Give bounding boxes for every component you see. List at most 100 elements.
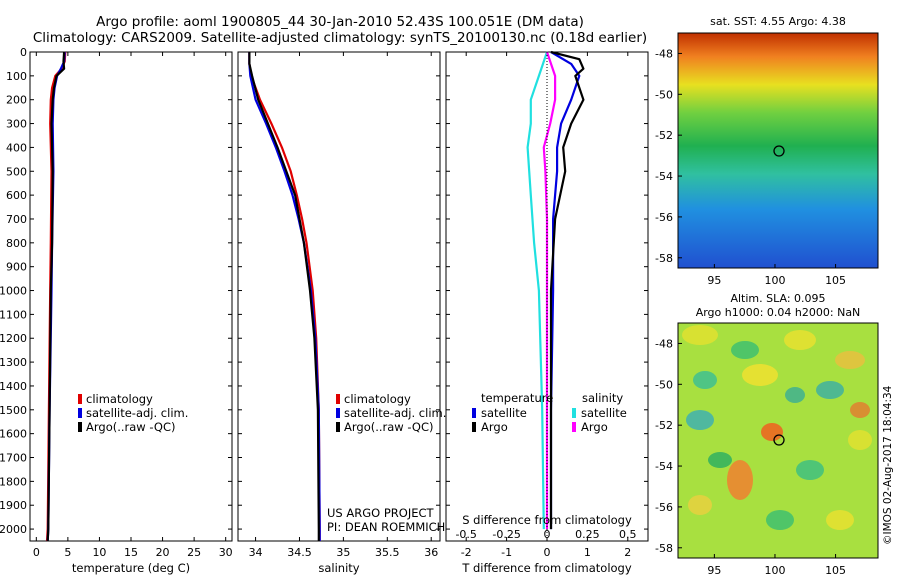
depth-tick-label: 300 — [6, 118, 27, 131]
sla-anomaly-patch — [784, 330, 816, 350]
top-tick-label: 0 — [544, 528, 551, 541]
sla-map-title-2: Argo h1000: 0.04 h2000: NaN — [696, 306, 861, 319]
x-tick-label: 36 — [424, 546, 438, 559]
map-lon-tick-label: 100 — [764, 274, 785, 287]
map-lat-tick-label: -52 — [655, 419, 673, 432]
top-tick-label: 0.25 — [575, 528, 600, 541]
top-tick-label: -0.25 — [492, 528, 520, 541]
legend-label: satellite-adj. clim. — [344, 406, 446, 420]
sst-map — [678, 33, 878, 268]
map-lon-tick-label: 100 — [764, 564, 785, 577]
sst-argo-location-marker — [773, 145, 785, 157]
x-tick-label: 30 — [219, 546, 233, 559]
map-lat-tick-label: -48 — [655, 337, 673, 350]
legend-swatch — [572, 422, 576, 432]
depth-tick-label: 1900 — [0, 499, 27, 512]
map-lat-tick-label: -56 — [655, 211, 673, 224]
legend-swatch — [336, 408, 340, 418]
legend-label: Argo — [581, 420, 608, 434]
sla-anomaly-patch — [835, 351, 865, 369]
sla-anomaly-patch — [688, 495, 712, 515]
x-tick-label: 25 — [187, 546, 201, 559]
sla-anomaly-patch — [850, 402, 870, 418]
series-line — [46, 51, 66, 542]
sla-anomaly-patch — [727, 460, 753, 500]
depth-tick-label: 700 — [6, 213, 27, 226]
x-tick-label: -1 — [501, 546, 512, 559]
map-lat-tick-label: -56 — [655, 501, 673, 514]
x-tick-label: 35 — [336, 546, 350, 559]
legend-swatch — [78, 394, 82, 404]
map-lat-tick-label: -54 — [655, 460, 673, 473]
depth-tick-label: 2000 — [0, 523, 27, 536]
x-axis-label-temp: temperature (deg C) — [72, 561, 190, 575]
map-lat-tick-label: -50 — [655, 378, 673, 391]
sla-anomaly-patch — [796, 460, 824, 480]
legend-swatch — [336, 422, 340, 432]
series-line — [248, 52, 320, 541]
depth-tick-label: 600 — [6, 189, 27, 202]
sst-map-title: sat. SST: 4.55 Argo: 4.38 — [710, 15, 846, 28]
sla-anomaly-patch — [693, 371, 717, 389]
sla-anomaly-patch — [766, 510, 794, 530]
depth-tick-label: 100 — [6, 70, 27, 83]
legend-swatch — [472, 408, 476, 418]
depth-tick-label: 1700 — [0, 452, 27, 465]
legend-label: satellite — [581, 406, 627, 420]
x-tick-label: 1 — [584, 546, 591, 559]
top-tick-label: -0.5 — [455, 528, 476, 541]
x-axis-label-diff: T difference from climatology — [461, 561, 632, 575]
x-tick-label: 34.5 — [287, 546, 312, 559]
map-lon-tick-label: 105 — [825, 564, 846, 577]
map-lon-tick-label: 95 — [707, 564, 721, 577]
project-line2: PI: DEAN ROEMMICH — [327, 520, 445, 534]
imos-watermark: ©IMOS 02-Aug-2017 18:04:34 — [882, 385, 894, 545]
x-tick-label: 0 — [33, 546, 40, 559]
x-tick-label: -2 — [461, 546, 472, 559]
depth-tick-label: 400 — [6, 141, 27, 154]
sla-map-title-1: Altim. SLA: 0.095 — [730, 292, 825, 305]
header-line2: Climatology: CARS2009. Satellite-adjuste… — [32, 30, 648, 46]
x-axis-label-sal: salinity — [318, 561, 359, 575]
legend-swatch — [572, 408, 576, 418]
series-line — [549, 50, 585, 530]
legend-swatch — [336, 394, 340, 404]
map-lat-tick-label: -58 — [655, 252, 673, 265]
depth-tick-label: 1000 — [0, 285, 27, 298]
depth-tick-label: 1300 — [0, 356, 27, 369]
map-lat-tick-label: -48 — [655, 47, 673, 60]
map-lat-tick-label: -50 — [655, 88, 673, 101]
sla-anomaly-patch — [826, 510, 854, 530]
sla-anomaly-patch — [708, 452, 732, 468]
series-line — [542, 51, 557, 530]
legend-label: Argo — [481, 420, 508, 434]
map-lat-tick-label: -52 — [655, 129, 673, 142]
map-lon-tick-label: 105 — [825, 274, 846, 287]
depth-tick-label: 1800 — [0, 475, 27, 488]
x-tick-label: 0 — [544, 546, 551, 559]
depth-tick-label: 1600 — [0, 428, 27, 441]
header-line1: Argo profile: aoml 1900805_44 30-Jan-201… — [96, 14, 584, 30]
x-tick-label: 15 — [124, 546, 138, 559]
x-tick-label: 2 — [624, 546, 631, 559]
sla-anomaly-patch — [848, 430, 872, 450]
map-lat-tick-label: -54 — [655, 170, 673, 183]
sla-map-frame — [677, 322, 879, 559]
depth-tick-label: 900 — [6, 261, 27, 274]
series-line — [549, 51, 581, 530]
legend-label: Argo(..raw -QC) — [86, 420, 176, 434]
depth-tick-label: 0 — [20, 46, 27, 59]
sst-map-frame — [677, 32, 879, 269]
top-axis-label: S difference from climatology — [462, 513, 632, 527]
map-lat-tick-label: -58 — [655, 542, 673, 555]
depth-tick-label: 200 — [6, 94, 27, 107]
legend-label: satellite-adj. clim. — [86, 406, 188, 420]
depth-tick-label: 1200 — [0, 332, 27, 345]
sla-anomaly-patch — [682, 325, 718, 345]
legend-label: Argo(..raw -QC) — [344, 420, 434, 434]
legend-heading-temperature: temperature — [481, 391, 553, 405]
map-lon-tick-label: 95 — [707, 274, 721, 287]
x-tick-label: 10 — [92, 546, 106, 559]
series-line — [526, 51, 549, 530]
